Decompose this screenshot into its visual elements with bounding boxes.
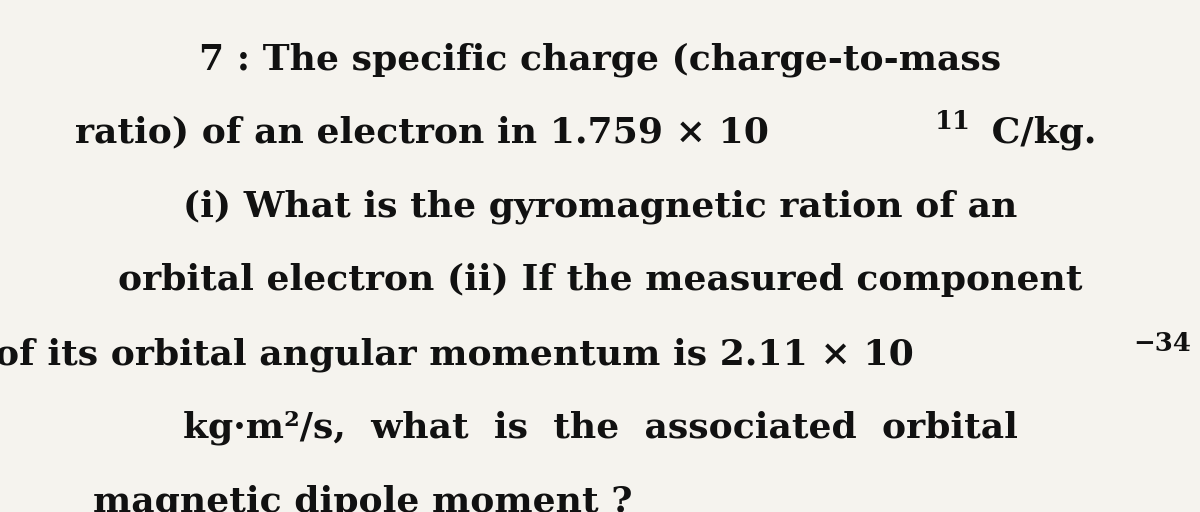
Text: 7 : The specific charge (charge-to-mass: 7 : The specific charge (charge-to-mass	[199, 42, 1001, 77]
Text: of its orbital angular momentum is 2.11 × 10: of its orbital angular momentum is 2.11 …	[0, 337, 914, 372]
Text: 11: 11	[935, 110, 971, 134]
Text: −34: −34	[1133, 331, 1192, 355]
Text: ratio) of an electron in 1.759 × 10: ratio) of an electron in 1.759 × 10	[76, 116, 769, 150]
Text: kg·m²/s,  what  is  the  associated  orbital: kg·m²/s, what is the associated orbital	[182, 411, 1018, 445]
Text: (i) What is the gyromagnetic ration of an: (i) What is the gyromagnetic ration of a…	[182, 189, 1018, 224]
Text: orbital electron (ii) If the measured component: orbital electron (ii) If the measured co…	[118, 263, 1082, 297]
Text: C/kg.: C/kg.	[979, 116, 1097, 151]
Text: magnetic dipole moment ?: magnetic dipole moment ?	[94, 484, 632, 512]
